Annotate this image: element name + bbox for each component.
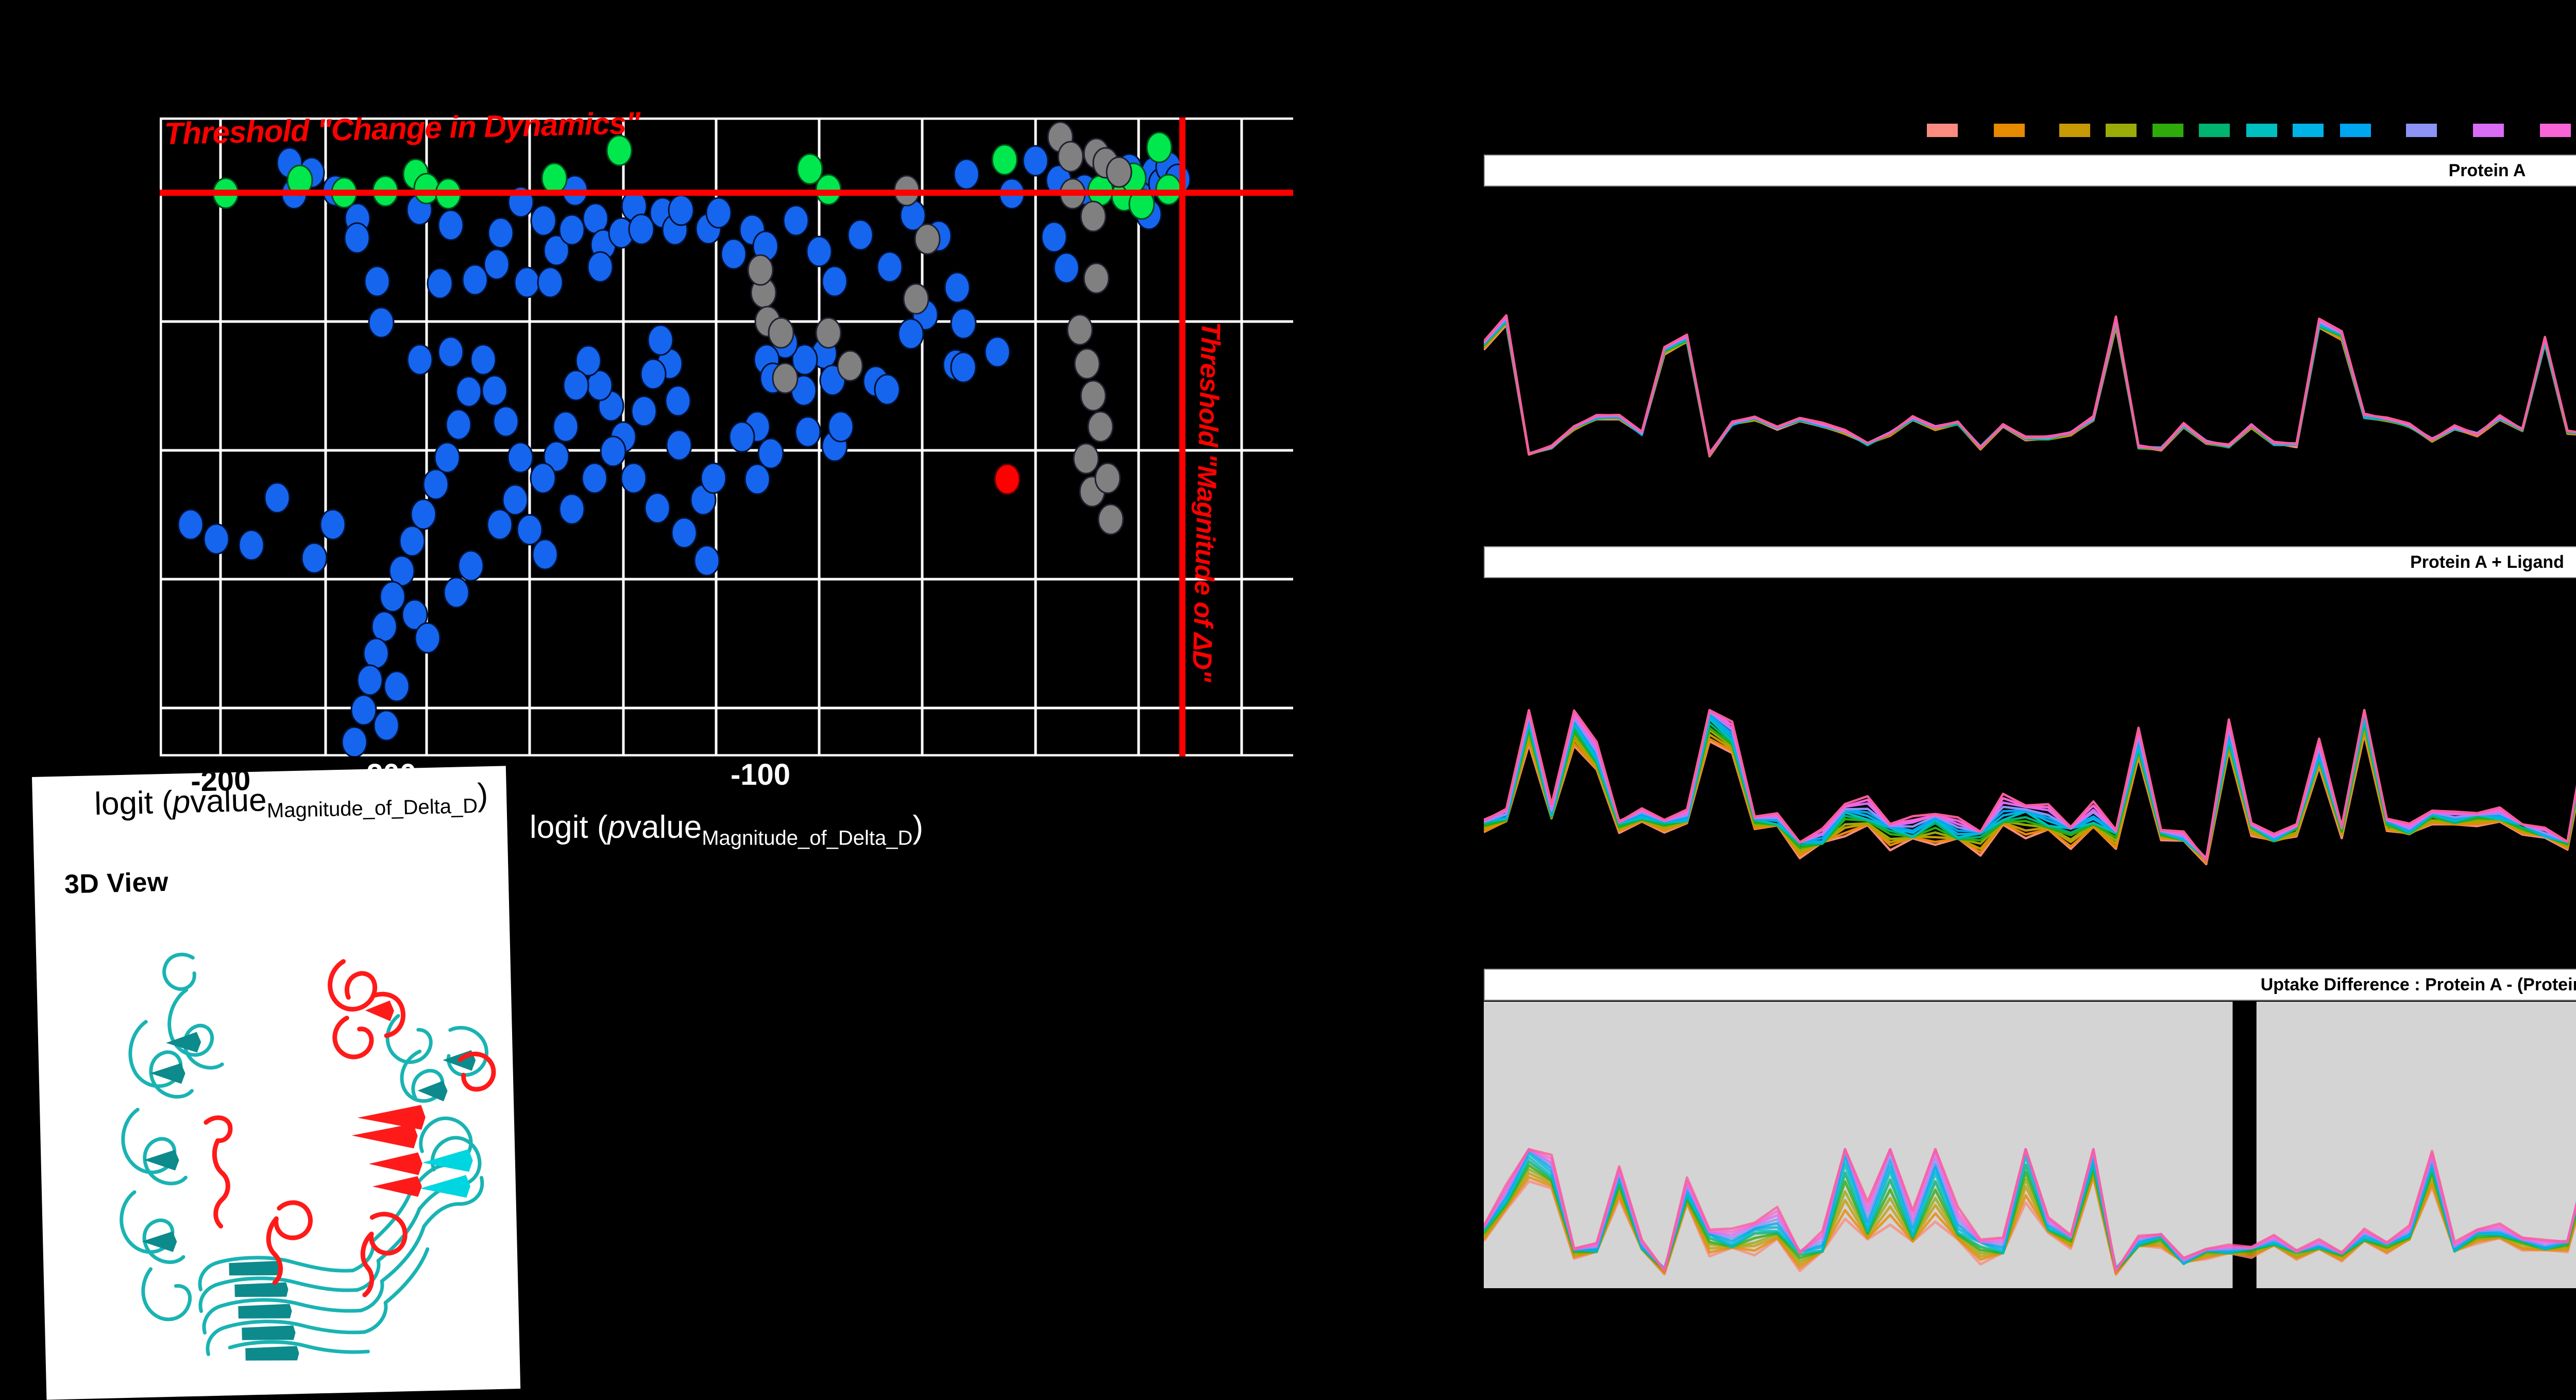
legend-swatch[interactable]	[2406, 124, 2437, 137]
card-x-title-subscript: Magnitude_of_Delta_D	[266, 795, 478, 822]
uptake-trace	[1484, 1176, 2576, 1276]
volcano-x-axis-title: logit (pvalueMagnitude_of_Delta_D)	[160, 809, 1293, 850]
card-x-title-prefix: logit (	[94, 784, 173, 822]
x-title-prefix: logit (	[529, 809, 608, 845]
legend-swatch[interactable]	[2540, 124, 2571, 137]
legend-swatch[interactable]	[2059, 124, 2090, 137]
volcano-plot-panel: Threshold "Change in Dynamics" Threshold…	[0, 0, 1391, 876]
uptake-trace	[1484, 322, 2576, 457]
chart-title: Uptake Difference : Protein A - (Protein…	[2260, 974, 2576, 994]
uptake-trace	[1484, 1148, 2576, 1273]
uptake-trace	[1484, 316, 2576, 455]
uptake-trace	[1484, 709, 2576, 862]
three-d-view-title: 3D View	[64, 867, 169, 900]
legend-swatch[interactable]	[2473, 124, 2504, 137]
chart-canvas-difference[interactable]	[1484, 1002, 2576, 1288]
uptake-trace	[1484, 728, 2576, 863]
uptake-chart-difference[interactable]: Uptake Difference : Protein A - (Protein…	[1484, 969, 2576, 1288]
card-axis-title-overlay: logit (pvalueMagnitude_of_Delta_D) -200	[94, 766, 489, 826]
chart-canvas-protein-a[interactable]	[1484, 188, 2576, 495]
x-title-subscript: Magnitude_of_Delta_D	[702, 826, 913, 850]
chart-title-strip-difference: Uptake Difference : Protein A - (Protein…	[1484, 969, 2576, 1001]
legend-swatch[interactable]	[2246, 124, 2277, 137]
uptake-trace	[1484, 725, 2576, 862]
chart-title: Protein A + Ligand	[2410, 552, 2564, 572]
uptake-trace	[1484, 711, 2576, 860]
protein-ribbon-structure[interactable]	[56, 895, 510, 1395]
uptake-trace	[1484, 733, 2576, 866]
uptake-trace	[1484, 730, 2576, 864]
uptake-trace	[1484, 319, 2576, 454]
uptake-trace	[1484, 314, 2576, 456]
beta-strand-shading	[142, 1032, 476, 1361]
volcano-scatter-svg[interactable]	[160, 117, 1293, 756]
uptake-trace	[1484, 320, 2576, 456]
uptake-trace	[1484, 709, 2576, 860]
card-x-title-suffix: )	[477, 777, 489, 813]
uptake-trace	[1484, 1174, 2576, 1275]
uptake-chart-protein-a-ligand[interactable]: Protein A + Ligand	[1484, 546, 2576, 886]
uptake-trace	[1484, 324, 2576, 458]
legend-swatch[interactable]	[2199, 124, 2230, 137]
legend-swatch[interactable]	[2340, 124, 2371, 137]
x-title-p-italic: p	[607, 809, 626, 845]
uptake-trace	[1484, 316, 2576, 455]
highlighted-beta-strands	[351, 1000, 426, 1197]
volcano-plot-area[interactable]	[160, 117, 1293, 756]
uptake-trace	[1484, 715, 2576, 860]
uptake-trace	[1484, 719, 2576, 859]
chart-title: Protein A	[2448, 160, 2526, 180]
uptake-trace	[1484, 314, 2576, 456]
uptake-trace	[1484, 709, 2576, 860]
uptake-trace	[1484, 318, 2576, 456]
three-d-view-card[interactable]: logit (pvalueMagnitude_of_Delta_D) -200 …	[32, 766, 521, 1400]
legend-swatch[interactable]	[2293, 124, 2324, 137]
uptake-plots-panel: Protein A Protein A + Ligand Uptake Diff…	[1484, 0, 2576, 1400]
scatter-point-red	[994, 463, 1021, 495]
uptake-trace	[1484, 709, 2576, 860]
timepoint-legend[interactable]	[1484, 124, 2576, 144]
chart-title-strip-protein-a: Protein A	[1484, 155, 2576, 187]
uptake-trace	[1484, 321, 2576, 456]
x-title-suffix: )	[912, 809, 924, 845]
protein-a-traces[interactable]	[1484, 188, 2576, 495]
uptake-trace	[1484, 322, 2576, 456]
x-tick-label: -100	[730, 758, 791, 791]
uptake-trace	[1484, 1168, 2576, 1273]
card-x-title-p-italic: p	[172, 784, 191, 820]
legend-swatch[interactable]	[2153, 124, 2183, 137]
chart-title-strip-protein-a-ligand: Protein A + Ligand	[1484, 546, 2576, 578]
uptake-trace	[1484, 316, 2576, 456]
uptake-trace	[1484, 1164, 2576, 1273]
x-title-value: value	[625, 809, 702, 845]
uptake-trace	[1484, 722, 2576, 861]
chart-canvas-protein-a-ligand[interactable]	[1484, 579, 2576, 886]
legend-swatch[interactable]	[2106, 124, 2137, 137]
protein-a-ligand-traces[interactable]	[1484, 579, 2576, 886]
uptake-trace	[1484, 1171, 2576, 1274]
legend-swatch[interactable]	[1994, 124, 2025, 137]
legend-swatch[interactable]	[1927, 124, 1958, 137]
uptake-trace	[1484, 1160, 2576, 1271]
highlighted-peptide-regions	[204, 959, 496, 1297]
difference-traces[interactable]	[1484, 1002, 2576, 1288]
cyan-strand-shading	[420, 1149, 473, 1198]
uptake-trace	[1484, 718, 2576, 860]
uptake-chart-protein-a[interactable]: Protein A	[1484, 155, 2576, 495]
uptake-trace	[1484, 320, 2576, 456]
